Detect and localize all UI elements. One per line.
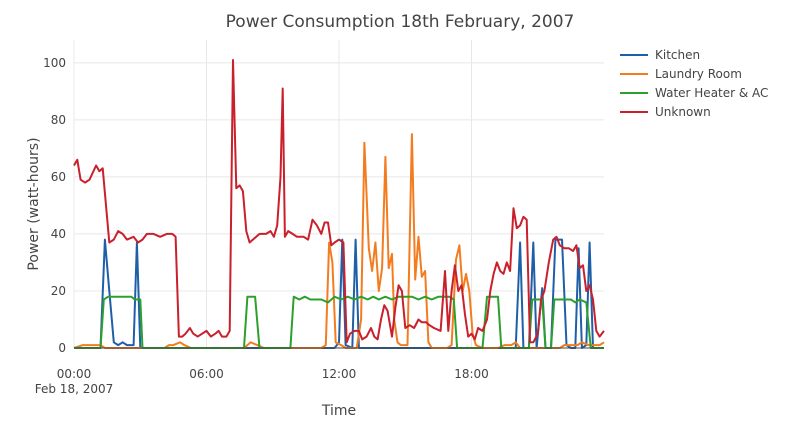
x-tick-label-3: 18:00	[454, 367, 489, 381]
y-tick-label-1: 20	[51, 284, 66, 298]
legend-item-water-heater-ac[interactable]: Water Heater & AC	[620, 86, 768, 100]
series-line-laundry-room	[73, 133, 605, 349]
legend-label-unknown: Unknown	[655, 105, 711, 119]
legend-label-laundry-room: Laundry Room	[655, 67, 742, 81]
legend: Kitchen Laundry Room Water Heater & AC Unkn…	[620, 48, 768, 119]
y-tick-label-0: 0	[58, 341, 66, 355]
y-tick-label-4: 80	[51, 113, 66, 127]
y-tick-label-5: 100	[43, 56, 66, 70]
legend-item-kitchen[interactable]: Kitchen	[620, 48, 700, 62]
chart-title: Power Consumption 18th February, 2007	[226, 12, 575, 32]
y-axis-title: Power (watt-hours)	[26, 137, 42, 270]
legend-item-unknown[interactable]: Unknown	[620, 105, 711, 119]
y-axis-ticks: 0 20 40 60 80 100	[43, 56, 66, 355]
grid	[73, 40, 604, 348]
series-line-water-heater-ac	[74, 295, 604, 349]
x-tick-label-0: 00:00	[57, 367, 92, 381]
x-tick-label-2: 12:00	[322, 367, 357, 381]
x-axis-title: Time	[321, 403, 356, 419]
x-tick-sublabel-0: Feb 18, 2007	[35, 382, 114, 396]
y-tick-label-3: 60	[51, 170, 66, 184]
legend-label-water-heater-ac: Water Heater & AC	[655, 86, 768, 100]
legend-label-kitchen: Kitchen	[655, 48, 700, 62]
legend-item-laundry-room[interactable]: Laundry Room	[620, 67, 742, 81]
y-tick-label-2: 40	[51, 227, 66, 241]
series-line-unknown	[73, 59, 605, 344]
x-tick-label-1: 06:00	[189, 367, 224, 381]
